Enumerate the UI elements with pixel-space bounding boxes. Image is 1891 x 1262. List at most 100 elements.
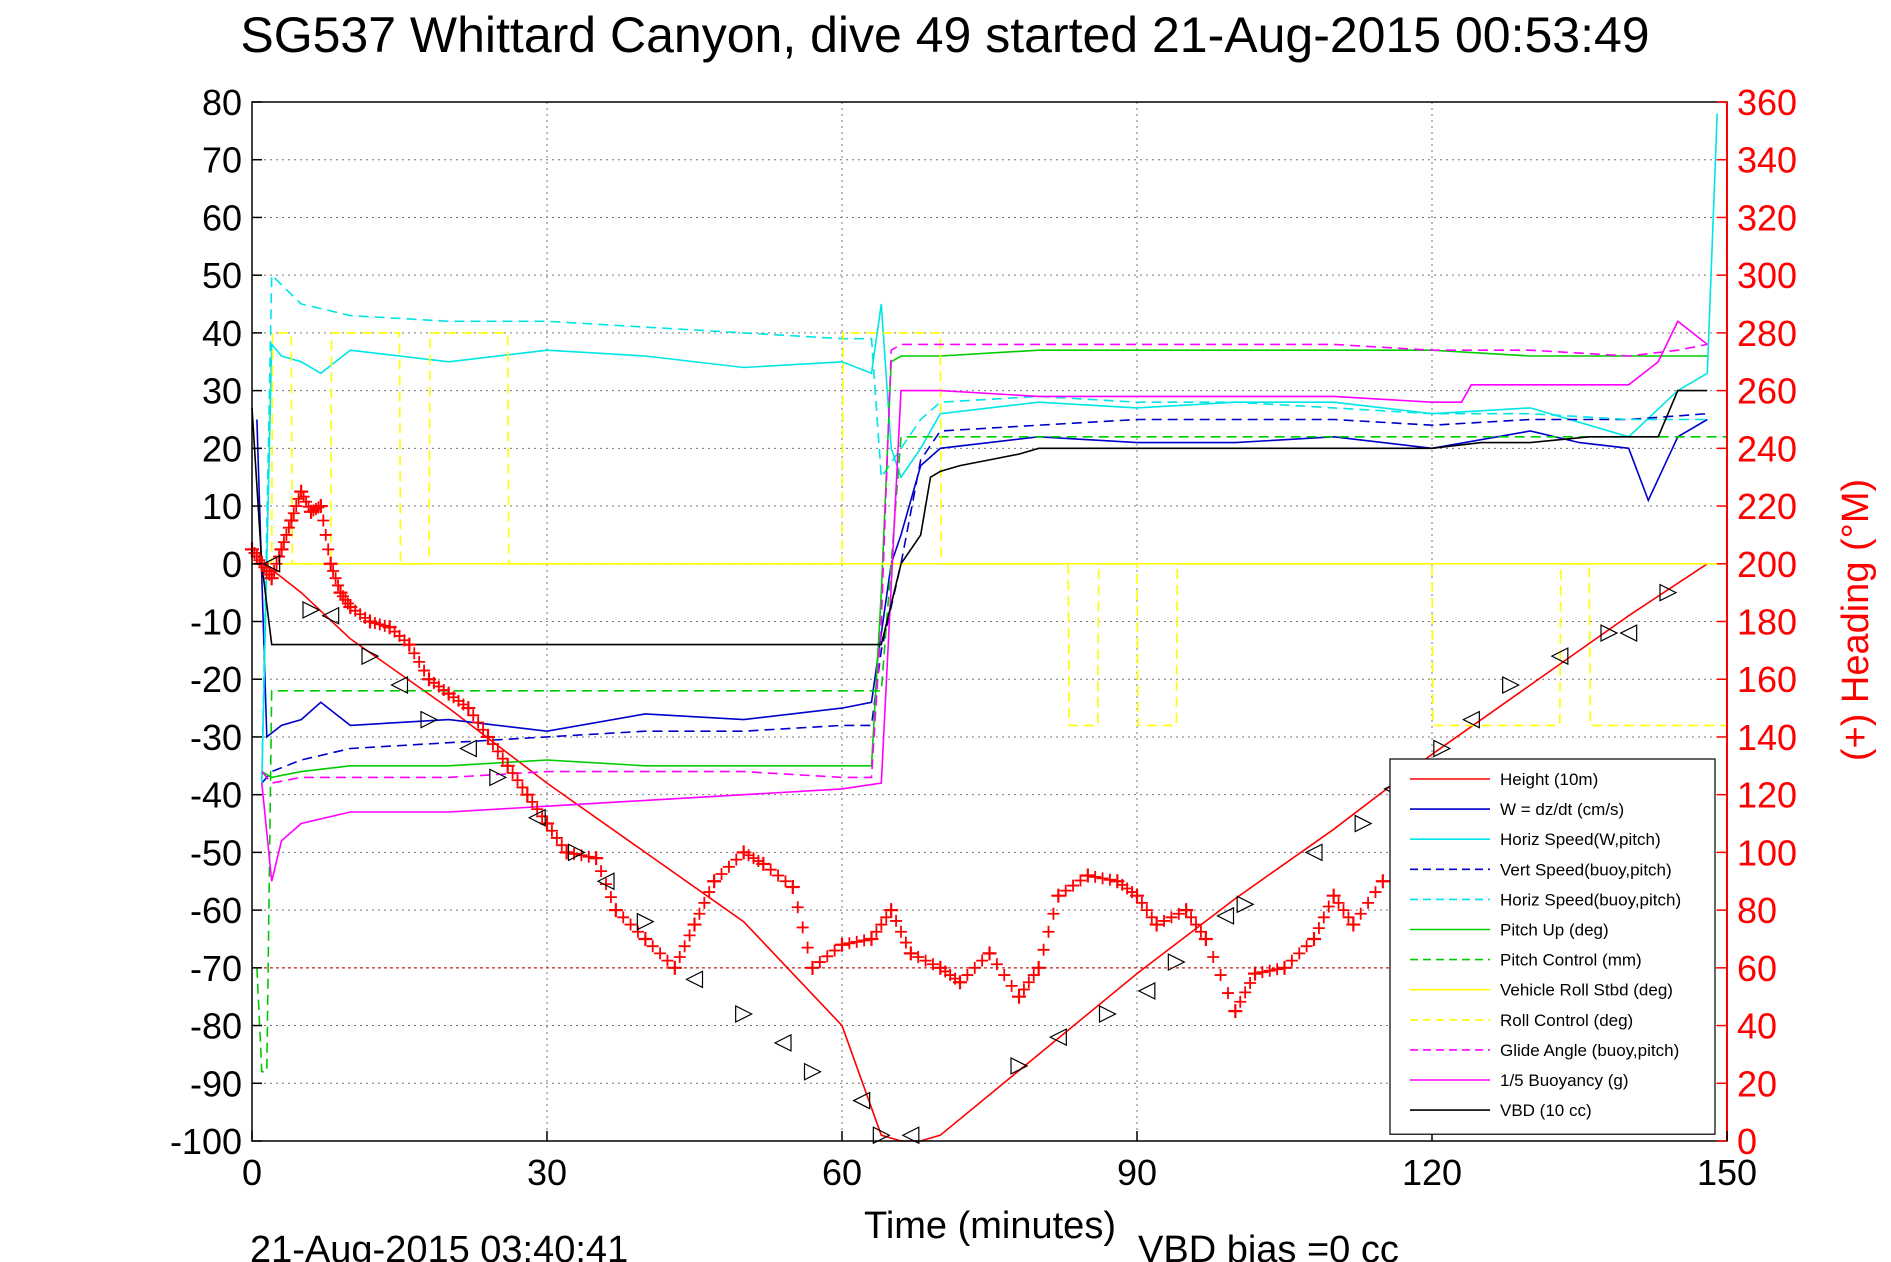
y2-tick-label: 160 (1737, 659, 1797, 700)
heading-point (398, 634, 411, 647)
heading-point (1354, 907, 1367, 920)
height-marker (420, 710, 439, 729)
height-marker (1098, 1005, 1117, 1023)
heading-point (559, 845, 574, 860)
heading-point (1317, 911, 1330, 924)
heading-point (1037, 943, 1050, 956)
heading-point (646, 940, 659, 953)
heading-point (506, 767, 519, 780)
height-marker (361, 647, 380, 666)
heading-point (322, 543, 335, 556)
legend-entry: Height (10m) (1500, 770, 1598, 789)
heading-point (408, 647, 421, 660)
heading-point (742, 849, 755, 862)
heading-point (1194, 925, 1207, 938)
heading-point (673, 951, 686, 964)
y-tick-label: -100 (170, 1121, 242, 1162)
heading-point (899, 936, 912, 949)
heading-point (341, 597, 354, 610)
y-tick-label: 0 (222, 544, 242, 585)
height-marker (390, 676, 409, 694)
series-line-horiz-speed-buoy-pitch (261, 273, 1708, 784)
x-tick-label: 90 (1117, 1152, 1157, 1193)
heading-point (457, 698, 470, 711)
heading-point (1248, 966, 1262, 981)
heading-point (1179, 903, 1194, 918)
legend-entry: Horiz Speed(W,pitch) (1500, 830, 1661, 849)
height-marker (1600, 624, 1619, 643)
heading-point (1221, 987, 1234, 1000)
y-tick-label: 60 (202, 197, 242, 238)
heading-point (297, 490, 310, 503)
y-tick-label: 80 (202, 82, 242, 123)
heading-point (785, 880, 800, 895)
legend-entry: Pitch Control (mm) (1500, 951, 1642, 970)
heading-point (895, 925, 907, 938)
heading-point (329, 572, 342, 585)
x-axis: 0 30 60 90 120 150 (242, 1131, 1757, 1193)
height-marker (1048, 1028, 1067, 1047)
heading-point (378, 619, 391, 632)
heading-point (730, 853, 743, 866)
height-marker (567, 843, 586, 862)
heading-point (850, 935, 863, 948)
x-tick-label: 150 (1697, 1152, 1757, 1193)
y-tick-label: -20 (190, 659, 242, 700)
heading-point (1051, 888, 1066, 903)
heading-point (332, 579, 345, 592)
series-line-1-5-buoyancy-g (261, 320, 1708, 882)
heading-point (752, 855, 765, 868)
series-pitch-control-mm (256, 436, 1727, 1073)
heading-point (1080, 868, 1095, 883)
heading-point (555, 839, 568, 852)
height-marker (596, 872, 615, 891)
height-marker (321, 606, 340, 625)
heading-point (1293, 947, 1306, 960)
heading-point (1375, 874, 1390, 889)
footer-timestamp: 21-Aug-2015 03:40:41 (250, 1229, 628, 1262)
series-line-vbd-10-cc (251, 389, 1708, 646)
heading-point (418, 664, 431, 677)
heading-point (486, 738, 499, 751)
heading-point (1059, 884, 1072, 897)
right-axis: 3603403203002802602402202001801601401201… (1717, 82, 1797, 1162)
heading-point (990, 958, 1003, 971)
y2-tick-label: 200 (1737, 544, 1797, 585)
heading-point (678, 940, 691, 953)
heading-point (270, 557, 283, 570)
heading-point (1362, 896, 1375, 909)
heading-point (373, 618, 386, 631)
heading-point (1096, 872, 1109, 885)
left-axis: 80 70 60 50 40 30 20 10 0 -10 -20 -30 -40 -50 -60 -70 -8… (170, 82, 262, 1162)
chart-title: SG537 Whittard Canyon, dive 49 started 2… (240, 7, 1649, 63)
height-marker (262, 554, 281, 573)
heading-point (511, 774, 524, 787)
height-marker (1619, 624, 1638, 643)
heading-point (687, 917, 702, 932)
heading-point (491, 745, 504, 758)
heading-point (1239, 986, 1252, 999)
heading-point (540, 816, 554, 831)
heading-point (319, 528, 332, 541)
heading-point (277, 536, 290, 549)
heading-point (582, 850, 595, 863)
heading-point (982, 946, 997, 961)
x-tick-label: 120 (1402, 1152, 1462, 1193)
y-tick-label: -30 (190, 717, 242, 758)
heading-point (1126, 886, 1139, 899)
series-layer (245, 113, 1727, 1145)
x-tick-label: 60 (822, 1152, 862, 1193)
height-marker (901, 1126, 920, 1145)
height-marker (1236, 895, 1255, 914)
heading-point (520, 787, 535, 802)
series-glide-angle-buoy-pitch (261, 343, 1708, 784)
heading-point (884, 903, 899, 918)
heading-point (1017, 983, 1030, 996)
y-tick-label: -10 (190, 602, 242, 643)
heading-point (467, 709, 480, 722)
heading-point (1198, 931, 1213, 946)
y-tick-label: -70 (190, 948, 242, 989)
y2-axis-label: (+) Heading (°M) (1835, 479, 1877, 761)
x-tick-label: 0 (242, 1152, 262, 1193)
y2-tick-label: 320 (1737, 197, 1797, 238)
